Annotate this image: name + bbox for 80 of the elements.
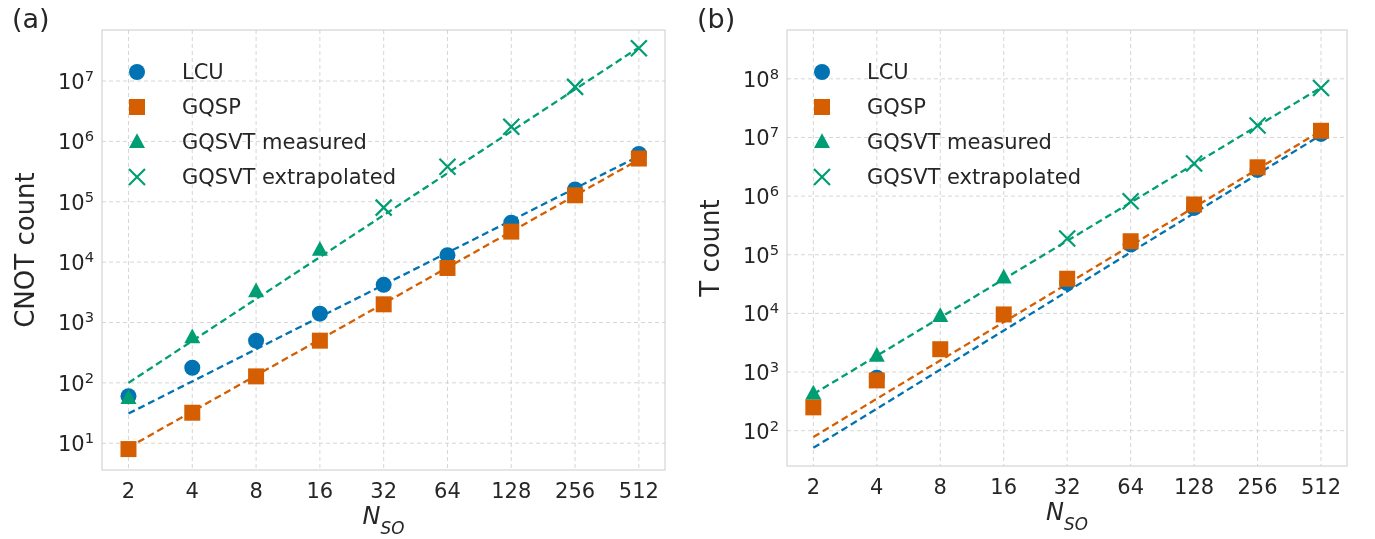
- y-tick-label: 10$^{5}$: [742, 240, 779, 268]
- x-tick-label: 16: [990, 475, 1018, 499]
- point: [503, 223, 520, 240]
- point: [932, 307, 949, 323]
- point: [248, 368, 265, 385]
- point: [1248, 116, 1267, 135]
- point: [120, 441, 137, 458]
- point: [565, 77, 585, 96]
- legend-label: LCU: [867, 60, 909, 84]
- point: [630, 150, 647, 167]
- point: [1185, 154, 1204, 173]
- legend-label: GQSVT extrapolated: [867, 165, 1082, 189]
- point: [805, 384, 822, 400]
- y-axis-title: CNOT count: [10, 172, 40, 328]
- point: [374, 198, 393, 217]
- point: [375, 296, 392, 313]
- chart-title: (b): [697, 3, 736, 34]
- x-tick-label: 128: [1174, 475, 1215, 499]
- legend-label: GQSVT measured: [867, 130, 1052, 154]
- point: [805, 399, 822, 416]
- y-tick-label: 10$^{4}$: [57, 247, 94, 276]
- legend-label: GQSVT extrapolated: [182, 165, 397, 189]
- legend-label: LCU: [182, 60, 224, 84]
- point: [1311, 78, 1331, 98]
- point: [248, 332, 265, 349]
- point: [438, 157, 457, 176]
- x-axis-title: N$_{SO}$: [1046, 498, 1088, 534]
- x-tick-label: 512: [618, 479, 659, 503]
- chart-title: (a): [12, 3, 50, 34]
- x-tick-label: 32: [1053, 475, 1081, 499]
- y-tick-label: 10$^{3}$: [742, 357, 779, 386]
- point: [502, 117, 521, 136]
- y-tick-label: 10$^{7}$: [57, 66, 94, 95]
- x-axis-title: N$_{SO}$: [362, 502, 405, 538]
- x-tick-label: 8: [933, 475, 947, 499]
- point: [375, 276, 392, 293]
- y-tick-label: 10$^{8}$: [742, 64, 779, 92]
- point: [567, 187, 584, 204]
- legend-label: GQSP: [867, 95, 926, 119]
- x-tick-label: 64: [434, 479, 461, 503]
- point: [248, 282, 265, 298]
- point: [311, 332, 328, 349]
- y-tick-label: 10$^{3}$: [57, 307, 94, 336]
- point: [184, 404, 201, 421]
- y-tick-label: 10$^{2}$: [57, 368, 94, 396]
- x-tick-label: 256: [555, 479, 596, 503]
- y-tick-label: 10$^{4}$: [742, 298, 779, 327]
- point: [184, 359, 201, 376]
- x-tick-label: 2: [806, 475, 821, 499]
- x-tick-label: 16: [306, 479, 334, 503]
- x-tick-label: 64: [1117, 475, 1145, 499]
- point: [995, 306, 1012, 323]
- y-tick-label: 10$^{6}$: [57, 126, 94, 155]
- x-tick-label: 512: [1300, 475, 1342, 499]
- x-tick-label: 8: [249, 479, 263, 503]
- x-tick-label: 4: [185, 479, 199, 503]
- x-tick-label: 128: [491, 479, 532, 503]
- x-tick-label: 2: [121, 479, 136, 503]
- point: [1059, 270, 1076, 287]
- y-tick-label: 10$^{5}$: [57, 187, 94, 215]
- point: [311, 305, 328, 322]
- point: [184, 328, 201, 344]
- y-tick-label: 10$^{1}$: [57, 428, 94, 457]
- legend-label: GQSVT measured: [182, 130, 367, 154]
- x-tick-label: 256: [1237, 475, 1278, 499]
- point: [629, 39, 648, 58]
- x-tick-label: 4: [870, 475, 884, 499]
- point: [868, 346, 885, 362]
- point: [995, 268, 1012, 284]
- legend-label: GQSP: [182, 95, 241, 119]
- point: [311, 240, 328, 256]
- point: [932, 341, 949, 358]
- x-tick-label: 32: [370, 479, 398, 503]
- y-tick-label: 10$^{7}$: [742, 122, 779, 151]
- point: [439, 259, 456, 276]
- y-tick-label: 10$^{6}$: [742, 181, 779, 210]
- point: [1058, 229, 1077, 248]
- y-axis-title: T count: [695, 199, 725, 298]
- point: [1121, 192, 1140, 211]
- y-tick-label: 10$^{2}$: [742, 416, 779, 444]
